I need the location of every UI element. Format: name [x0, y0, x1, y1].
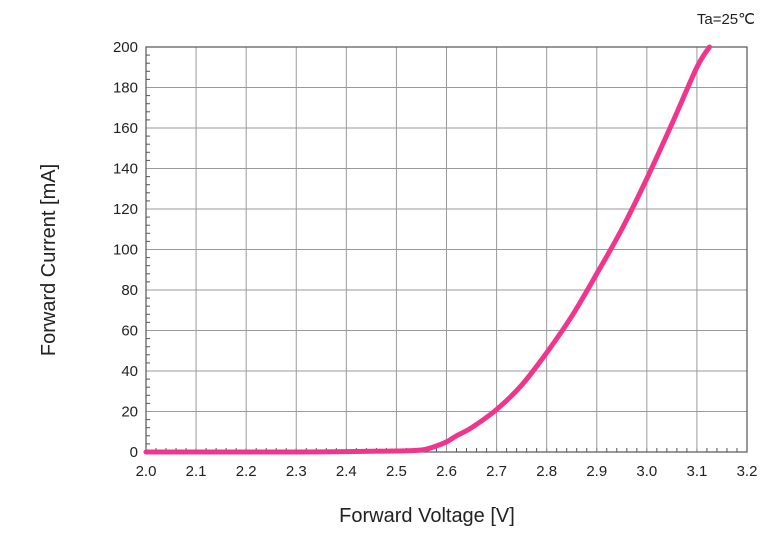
temperature-annotation: Ta=25℃	[697, 11, 755, 28]
x-tick-label: 2.1	[186, 463, 207, 480]
data-point	[595, 273, 598, 275]
data-point	[708, 46, 711, 48]
data-point	[470, 426, 473, 429]
y-tick-label: 200	[113, 39, 138, 56]
y-tick-label: 0	[130, 444, 138, 461]
series-layer	[143, 44, 712, 455]
x-tick-label: 3.2	[737, 463, 758, 480]
x-tick-label: 2.6	[436, 463, 457, 480]
data-point	[445, 441, 448, 443]
y-tick-label: 80	[121, 282, 138, 299]
x-tick-label: 2.8	[536, 463, 557, 480]
grid-lines	[146, 47, 747, 452]
data-point	[620, 228, 623, 231]
x-axis-tick-labels: 2.0 2.1 2.2 2.3 2.4 2.5 2.6 2.7 2.8 2.9 3.0 3.1 3.2	[136, 463, 758, 480]
data-point	[570, 315, 573, 318]
data-point	[671, 123, 673, 125]
x-tick-label: 2.4	[336, 463, 357, 480]
y-tick-label: 100	[113, 242, 138, 259]
y-axis-title: Forward Current [mA]	[38, 164, 60, 356]
data-point	[145, 451, 147, 453]
data-point	[245, 451, 247, 453]
data-point	[195, 451, 197, 453]
x-tick-label: 2.9	[586, 463, 607, 480]
data-point	[696, 66, 698, 69]
x-tick-label: 3.0	[636, 463, 657, 480]
y-axis-tick-labels: 0 20 40 60 80 100 120 140 160 180 200	[113, 39, 138, 461]
data-point	[545, 351, 548, 354]
data-point	[420, 449, 423, 451]
data-point	[395, 450, 398, 452]
plot-area-frame	[145, 46, 748, 453]
data-point	[495, 408, 498, 411]
y-tick-label: 140	[113, 161, 138, 178]
y-tick-label: 20	[121, 404, 138, 421]
y-tick-label: 60	[121, 323, 138, 340]
data-point	[646, 177, 648, 180]
x-tick-label: 2.5	[386, 463, 407, 480]
y-tick-label: 120	[113, 201, 138, 218]
x-tick-label: 2.7	[486, 463, 507, 480]
x-tick-label: 3.1	[686, 463, 707, 480]
data-point	[455, 435, 458, 437]
y-tick-label: 40	[121, 363, 138, 380]
data-point	[295, 451, 298, 453]
data-point	[435, 445, 438, 447]
x-tick-label: 2.3	[286, 463, 307, 480]
data-point	[345, 450, 348, 453]
x-tick-label: 2.0	[136, 463, 157, 480]
x-axis-title: Forward Voltage [V]	[339, 505, 515, 527]
x-tick-label: 2.2	[236, 463, 257, 480]
y-tick-label: 160	[113, 120, 138, 137]
data-point	[520, 384, 523, 386]
y-tick-label: 180	[113, 80, 138, 97]
